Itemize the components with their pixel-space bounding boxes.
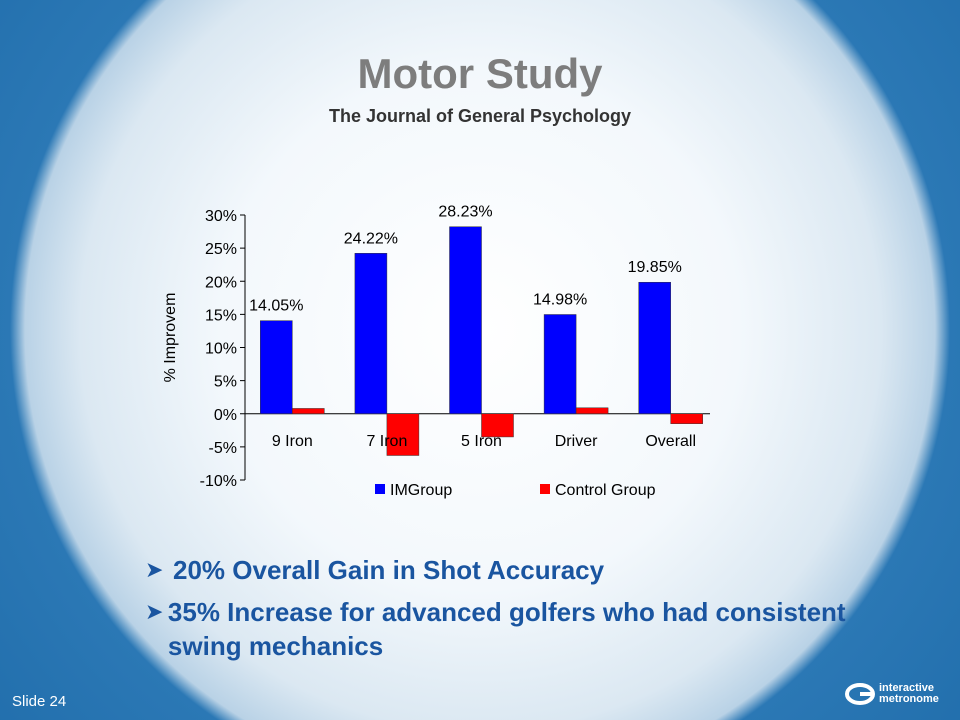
x-tick-label: 9 Iron	[272, 433, 313, 450]
y-tick-label: 20%	[205, 274, 237, 291]
y-tick-label: 10%	[205, 341, 237, 358]
slide-title: Motor Study	[357, 50, 603, 97]
y-axis-label: % Improvem	[162, 293, 179, 383]
bullet-list: ➤ 20% Overall Gain in Shot Accuracy ➤ 35…	[145, 553, 905, 671]
data-label: 28.23%	[438, 204, 492, 221]
bar-imgroup	[354, 253, 388, 415]
slide-subtitle: The Journal of General Psychology	[328, 106, 632, 126]
bullet-text: 20% Overall Gain in Shot Accuracy	[173, 555, 605, 585]
x-tick-label: Overall	[645, 433, 696, 450]
y-tick-label: -10%	[200, 473, 237, 490]
logo-line-1: interactive	[879, 682, 935, 694]
y-tick-label: 0%	[214, 407, 237, 424]
y-tick-label: 30%	[205, 208, 237, 225]
bullet-item: ➤ 35% Increase for advanced golfers who …	[145, 595, 905, 663]
legend-label: IMGroup	[390, 482, 452, 499]
bar-control-group	[481, 413, 514, 438]
x-tick-label: 5 Iron	[461, 433, 502, 450]
bar-imgroup	[260, 320, 293, 414]
logo-line-2: metronome	[879, 693, 939, 705]
y-tick-label: 15%	[205, 307, 237, 324]
data-label: 14.05%	[249, 298, 303, 315]
y-tick-label: -5%	[209, 440, 237, 457]
bar-chart: -10% -5% 0% 5% 10% 15% 20% 25% 30% % Improvem 14.0…	[162, 204, 710, 499]
bar-imgroup	[543, 314, 577, 414]
legend-swatch	[375, 484, 385, 494]
arrow-bullet-icon: ➤	[145, 557, 164, 582]
metronome-logo-icon	[845, 683, 875, 705]
bar-imgroup	[449, 226, 482, 414]
bar-control-group	[575, 407, 609, 415]
x-tick-label: Driver	[555, 433, 598, 450]
bar-control-group	[292, 408, 325, 414]
y-tick-label: 5%	[214, 374, 237, 391]
bar-imgroup	[638, 281, 671, 415]
bullet-item: ➤ 20% Overall Gain in Shot Accuracy	[145, 553, 905, 587]
bar-control-group	[670, 413, 703, 424]
bullet-text: 35% Increase for advanced golfers who ha…	[167, 597, 846, 661]
legend-label: Control Group	[555, 482, 656, 499]
bar-control-group	[386, 413, 420, 456]
arrow-bullet-icon: ➤	[145, 599, 164, 624]
data-label: 14.98%	[533, 292, 587, 309]
data-label: 19.85%	[628, 259, 682, 276]
x-tick-label: 7 Iron	[366, 433, 407, 450]
legend-swatch	[540, 484, 550, 494]
data-label: 24.22%	[344, 230, 398, 247]
slide-number: Slide 24	[12, 693, 67, 710]
y-tick-label: 25%	[205, 241, 237, 258]
company-logo: interactive metronome	[845, 683, 939, 705]
